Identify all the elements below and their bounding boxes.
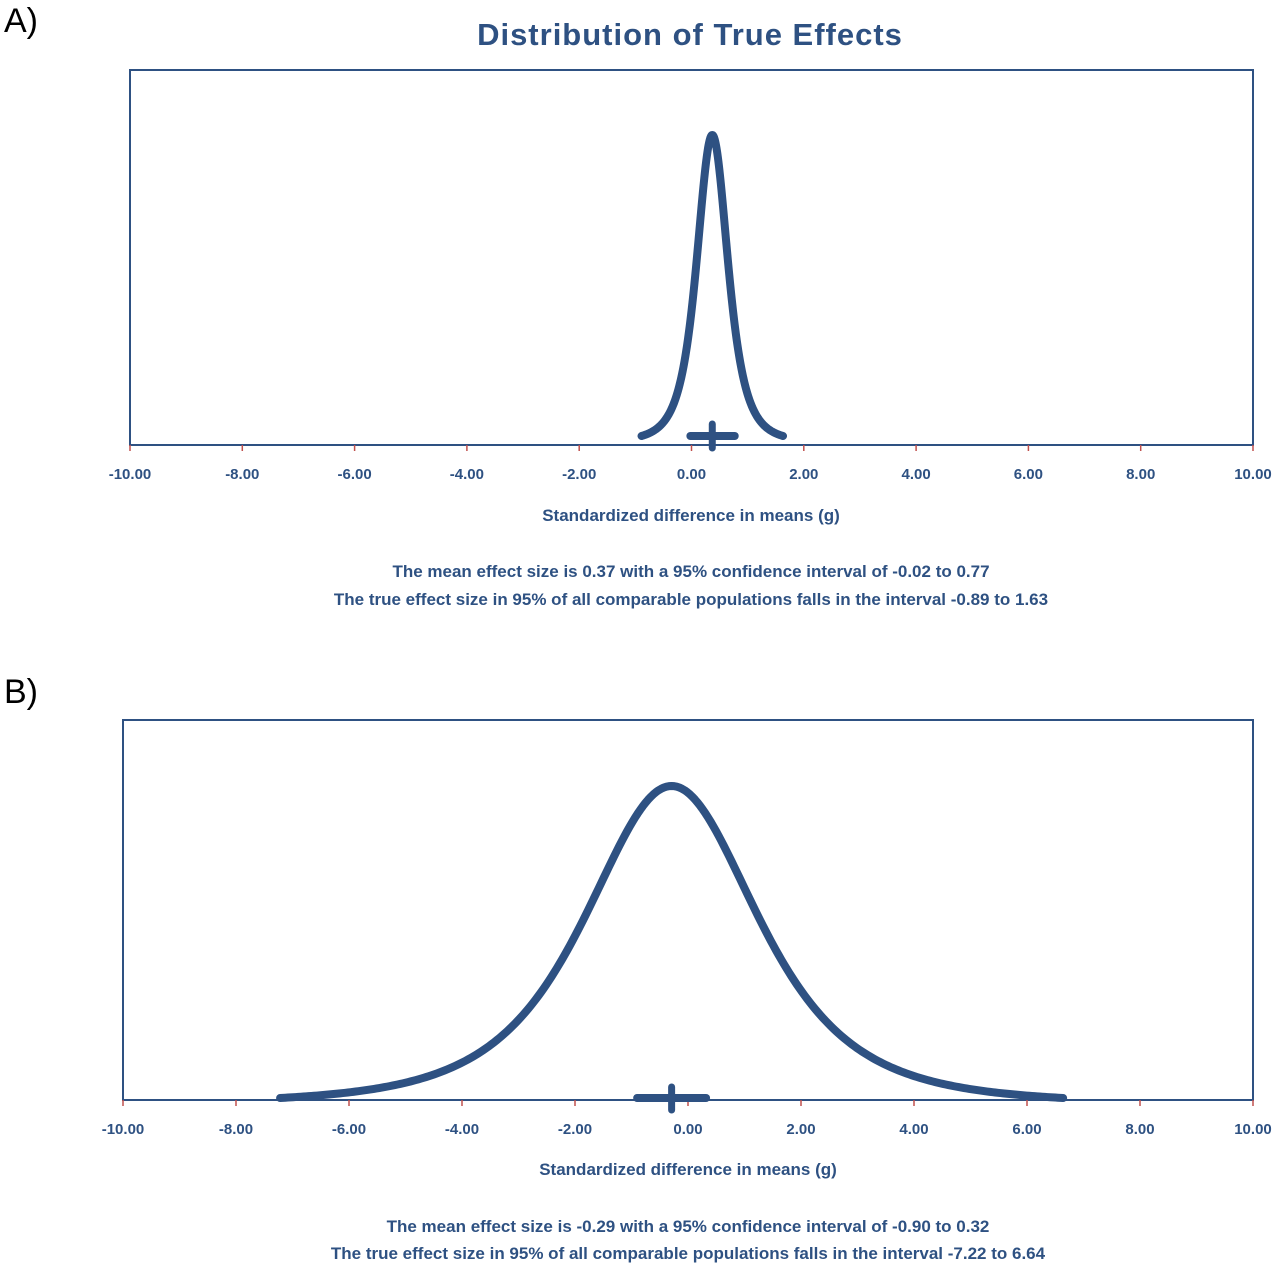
x-tick-label: -10.00 [102, 1121, 145, 1138]
x-tick-label: 6.00 [1012, 1121, 1041, 1138]
panel-b-summary-line-2: The true effect size in 95% of all compa… [331, 1244, 1046, 1263]
x-tick-label: -10.00 [109, 466, 152, 483]
x-tick-label: 8.00 [1125, 1121, 1154, 1138]
panel-b-label: B) [4, 673, 38, 711]
panel-a-summary-line-2: The true effect size in 95% of all compa… [334, 590, 1048, 609]
x-tick-label: -4.00 [445, 1121, 479, 1138]
x-tick-label: -6.00 [337, 466, 371, 483]
x-tick-label: 10.00 [1234, 1121, 1272, 1138]
x-tick-label: -6.00 [332, 1121, 366, 1138]
panel-b-summary-line-1: The mean effect size is -0.29 with a 95%… [387, 1217, 990, 1236]
x-tick-label: 4.00 [901, 466, 930, 483]
panel-a-plot-frame [129, 69, 1254, 446]
panel-a-tick-labels: -10.00 -8.00 -6.00 -4.00 -2.00 0.00 2.00 4.00 6.… [109, 466, 1272, 483]
panel-a-ticks [129, 445, 1254, 451]
panel-b-distribution-curve [276, 782, 1068, 1102]
x-tick-label: -2.00 [562, 466, 596, 483]
x-tick-label: 2.00 [786, 1121, 815, 1138]
x-tick-label: -8.00 [225, 466, 259, 483]
x-tick-label: -8.00 [219, 1121, 253, 1138]
panel-a-x-axis-label: Standardized difference in means (g) [542, 506, 840, 525]
x-tick-label: 6.00 [1014, 466, 1043, 483]
chart-title: Distribution of True Effects [477, 17, 903, 52]
panel-a: A) Distribution of True Effects -10.00 -8… [4, 2, 1272, 609]
x-tick-label: 2.00 [789, 466, 818, 483]
x-tick-label: 0.00 [673, 1121, 702, 1138]
x-tick-label: -2.00 [558, 1121, 592, 1138]
x-tick-label: 10.00 [1234, 466, 1272, 483]
panel-a-label: A) [4, 2, 38, 40]
x-tick-label: 8.00 [1126, 466, 1155, 483]
x-tick-label: 0.00 [677, 466, 706, 483]
panel-b-x-axis-label: Standardized difference in means (g) [539, 1160, 837, 1179]
x-tick-label: -4.00 [450, 466, 484, 483]
panel-a-summary-line-1: The mean effect size is 0.37 with a 95% … [392, 562, 989, 581]
panel-b: B) -10.00 -8.00 -6.00 -4.00 -2.00 0.00 2.00 4.0… [4, 673, 1272, 1263]
panel-a-distribution-curve [637, 131, 788, 440]
panel-b-plot-frame [122, 719, 1254, 1101]
panel-b-tick-labels: -10.00 -8.00 -6.00 -4.00 -2.00 0.00 2.00 4.00 6.… [102, 1121, 1272, 1138]
x-tick-label: 4.00 [899, 1121, 928, 1138]
